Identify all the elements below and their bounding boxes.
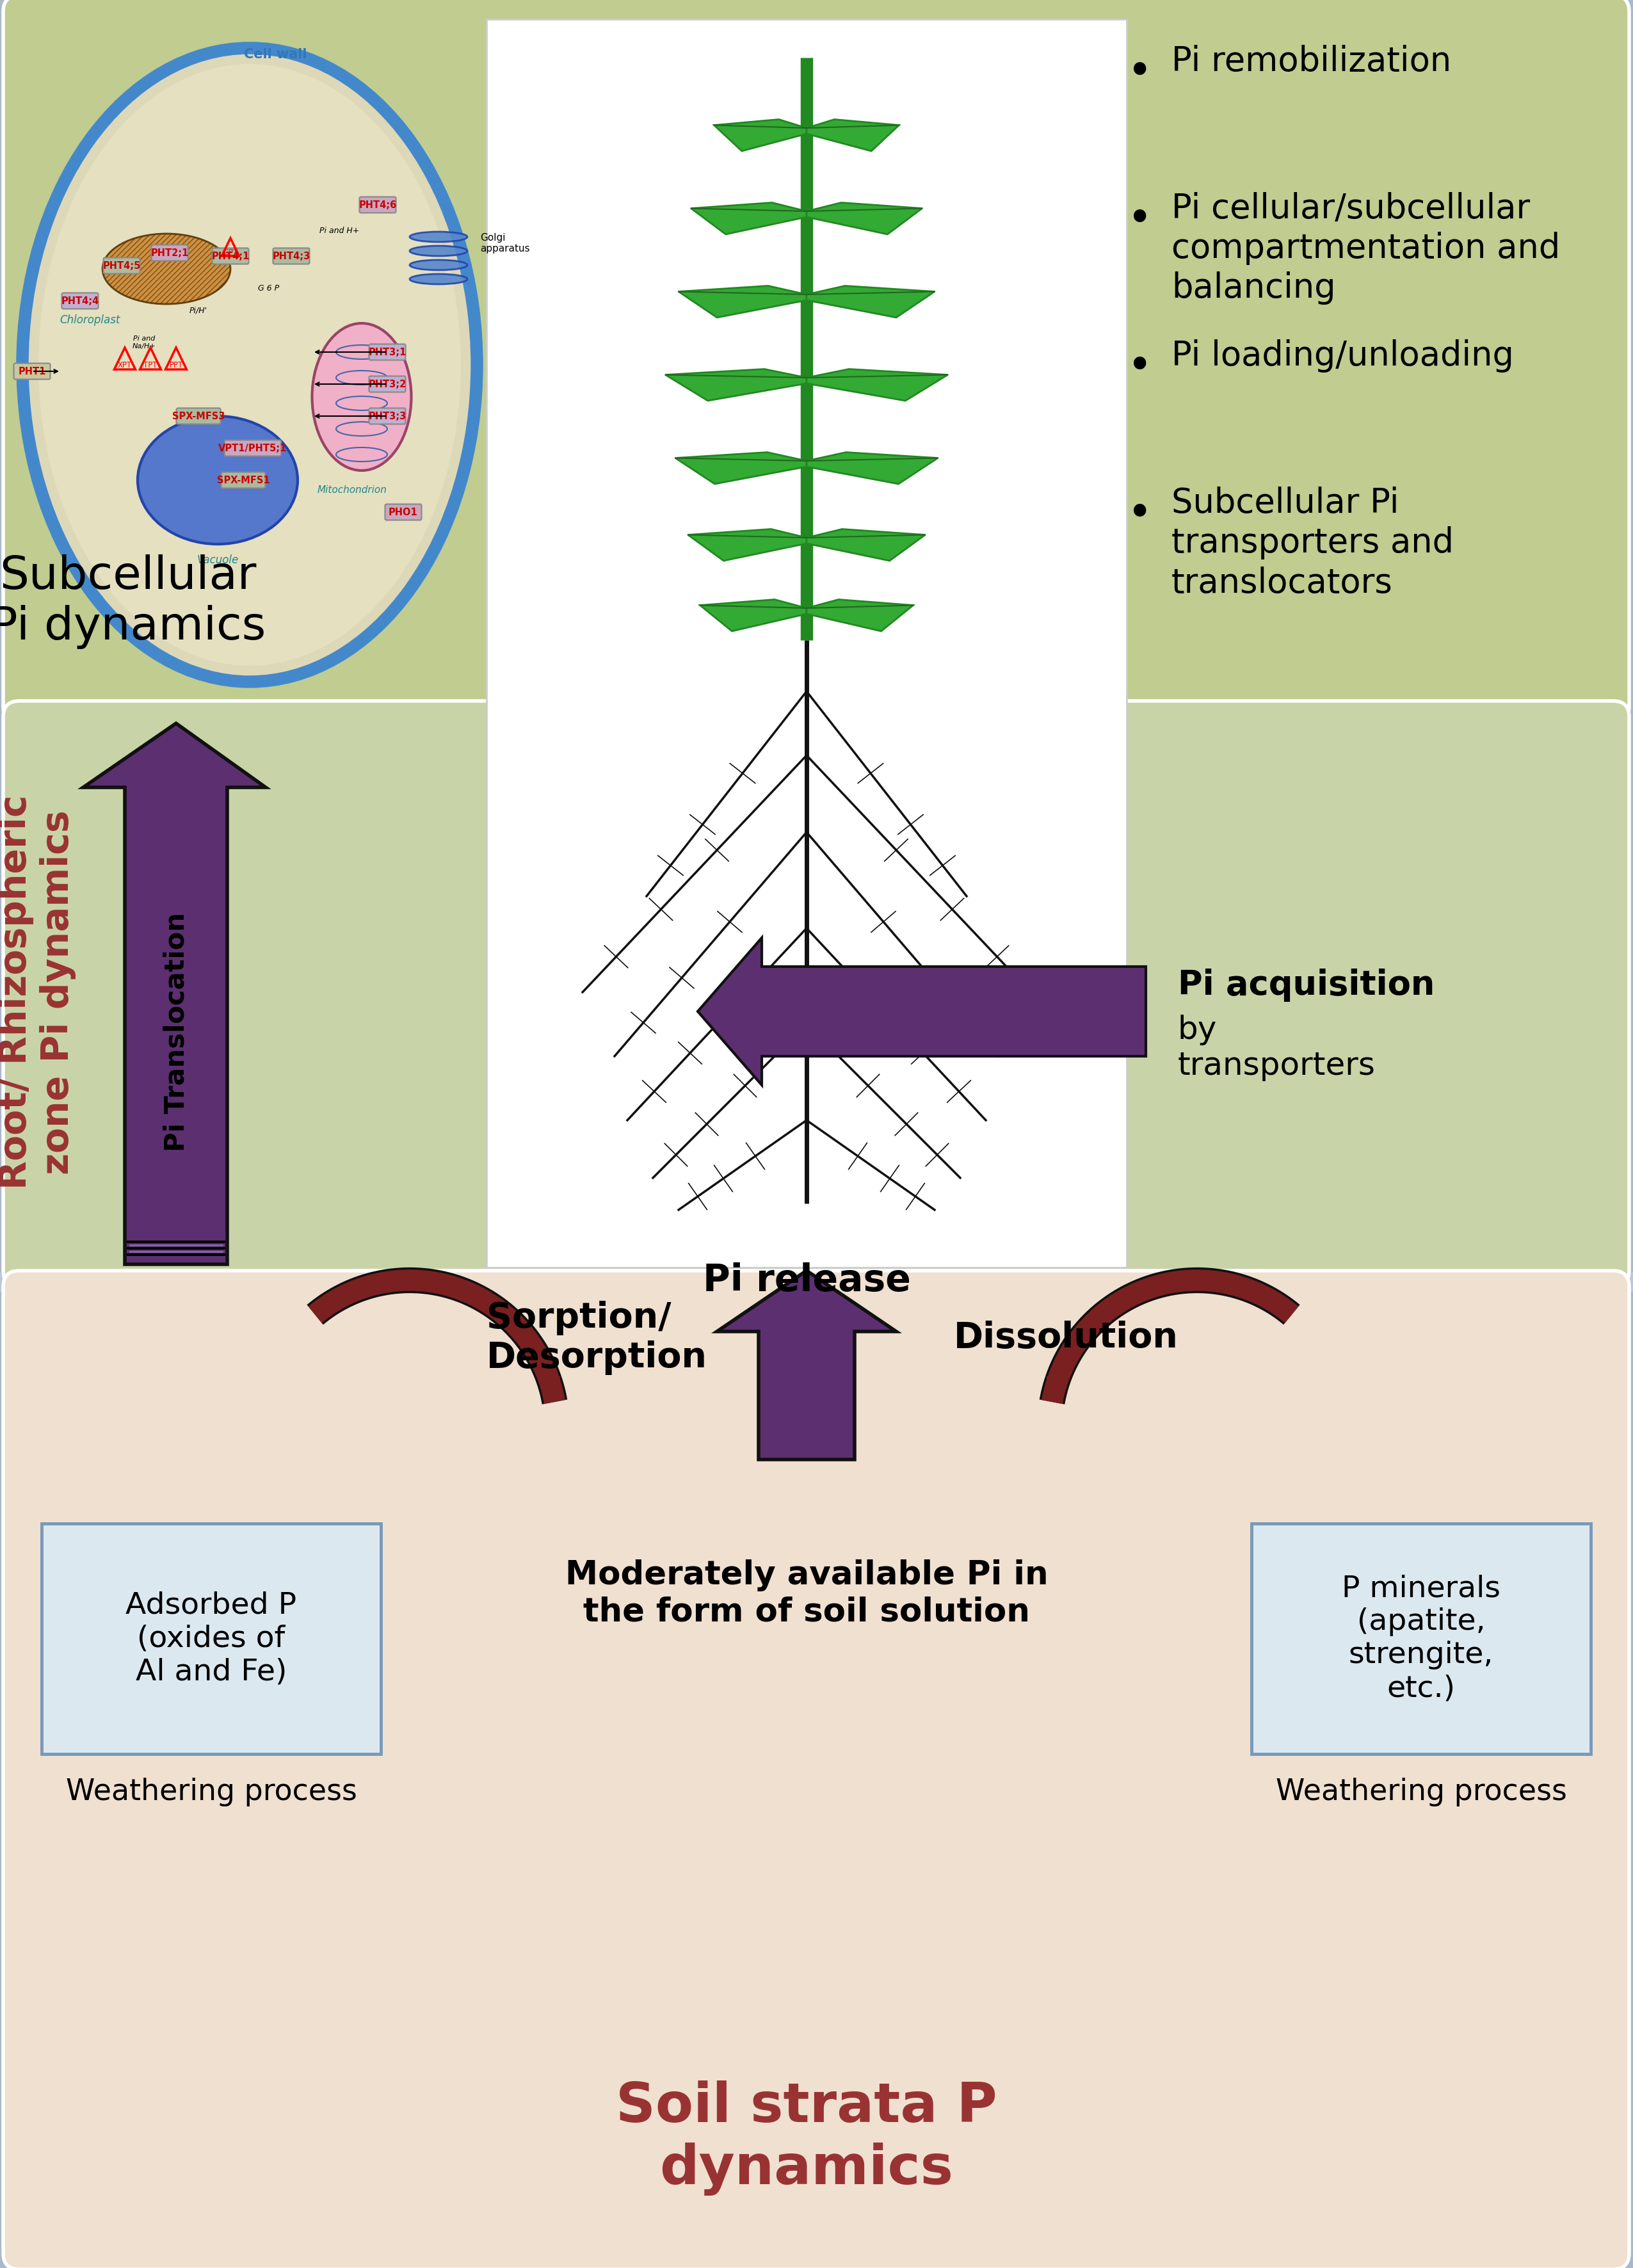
Text: Mitochondrion: Mitochondrion [317, 485, 387, 494]
Text: Vacuole: Vacuole [196, 553, 238, 567]
Polygon shape [717, 1270, 897, 1461]
Text: Golgi
apparatus: Golgi apparatus [480, 234, 529, 254]
Text: Cell wall: Cell wall [243, 48, 307, 61]
Text: TPT: TPT [144, 361, 157, 370]
Text: PHT1: PHT1 [18, 367, 46, 376]
Text: •: • [1127, 492, 1153, 535]
Text: Pi acquisition: Pi acquisition [1177, 968, 1435, 1002]
Text: PHT2;1: PHT2;1 [150, 249, 189, 259]
FancyBboxPatch shape [385, 503, 421, 519]
FancyBboxPatch shape [13, 363, 51, 379]
Text: •: • [1127, 52, 1153, 93]
FancyBboxPatch shape [487, 18, 1127, 1268]
Text: PPT: PPT [170, 361, 183, 370]
Text: SPX-MFS1: SPX-MFS1 [217, 476, 269, 485]
Polygon shape [676, 451, 807, 483]
Text: Pi remobilization: Pi remobilization [1171, 45, 1452, 77]
Polygon shape [807, 120, 900, 152]
FancyBboxPatch shape [3, 1270, 1630, 2268]
FancyBboxPatch shape [62, 293, 98, 308]
FancyBboxPatch shape [41, 1524, 380, 1753]
FancyBboxPatch shape [176, 408, 220, 424]
Ellipse shape [137, 415, 297, 544]
FancyBboxPatch shape [369, 345, 405, 361]
Polygon shape [691, 202, 807, 234]
Text: Weathering process: Weathering process [65, 1778, 358, 1808]
Text: Subcellular Pi
transporters and
translocators: Subcellular Pi transporters and transloc… [1171, 488, 1453, 599]
Text: PHT4;6: PHT4;6 [359, 200, 397, 211]
FancyBboxPatch shape [224, 440, 281, 456]
Polygon shape [697, 937, 1146, 1084]
FancyBboxPatch shape [273, 247, 310, 263]
Text: Root/ Rhizospheric
zone Pi dynamics: Root/ Rhizospheric zone Pi dynamics [0, 794, 77, 1188]
FancyBboxPatch shape [212, 247, 248, 263]
Polygon shape [807, 599, 913, 631]
Ellipse shape [23, 48, 477, 683]
FancyBboxPatch shape [220, 472, 265, 488]
Polygon shape [807, 286, 934, 318]
Text: Dissolution: Dissolution [954, 1320, 1179, 1356]
Text: Adsorbed P
(oxides of
Al and Fe): Adsorbed P (oxides of Al and Fe) [126, 1592, 297, 1687]
FancyBboxPatch shape [103, 259, 140, 274]
Polygon shape [807, 528, 926, 560]
FancyBboxPatch shape [1251, 1524, 1591, 1753]
Ellipse shape [410, 261, 467, 270]
Text: Pi and H+: Pi and H+ [320, 227, 359, 234]
Text: PHT4;3: PHT4;3 [273, 252, 310, 261]
Text: Pi cellular/subcellular
compartmentation and
balancing: Pi cellular/subcellular compartmentation… [1171, 193, 1560, 304]
Text: •: • [1127, 345, 1153, 388]
Text: Chloroplast: Chloroplast [59, 315, 119, 327]
Text: Pi Translocation: Pi Translocation [163, 912, 189, 1152]
Text: Pi release: Pi release [702, 1261, 911, 1300]
Polygon shape [665, 370, 807, 401]
Text: PHT4;5: PHT4;5 [103, 261, 140, 270]
Polygon shape [807, 202, 923, 234]
Ellipse shape [410, 231, 467, 243]
Polygon shape [701, 599, 807, 631]
Text: Weathering process: Weathering process [1275, 1778, 1566, 1808]
Text: GPT: GPT [224, 249, 238, 256]
Text: PHO1: PHO1 [389, 508, 418, 517]
Text: XPT: XPT [118, 361, 132, 370]
Text: by
transporters: by transporters [1177, 1014, 1375, 1082]
Text: PHT3;2: PHT3;2 [369, 379, 407, 390]
Text: P minerals
(apatite,
strengite,
etc.): P minerals (apatite, strengite, etc.) [1342, 1574, 1501, 1703]
Text: Sorption/
Desorption: Sorption/ Desorption [487, 1300, 707, 1374]
Ellipse shape [410, 274, 467, 284]
FancyBboxPatch shape [359, 197, 395, 213]
FancyBboxPatch shape [369, 376, 405, 392]
Ellipse shape [312, 324, 412, 469]
FancyBboxPatch shape [152, 245, 188, 261]
Ellipse shape [39, 64, 461, 667]
Text: G 6 P: G 6 P [258, 284, 279, 293]
FancyBboxPatch shape [0, 1272, 1633, 1293]
Polygon shape [687, 528, 807, 560]
Polygon shape [679, 286, 807, 318]
Text: Soil strata P
dynamics: Soil strata P dynamics [616, 2080, 998, 2195]
Text: •: • [1127, 197, 1153, 240]
Text: Pi loading/unloading: Pi loading/unloading [1171, 340, 1514, 372]
Text: Moderately available Pi in
the form of soil solution: Moderately available Pi in the form of s… [565, 1560, 1048, 1628]
Text: PHT3;3: PHT3;3 [369, 411, 407, 422]
Text: PHT4;4: PHT4;4 [60, 297, 100, 306]
Polygon shape [807, 451, 937, 483]
Ellipse shape [103, 234, 230, 304]
Text: PHT4;1: PHT4;1 [211, 252, 250, 261]
FancyBboxPatch shape [3, 0, 1630, 723]
Ellipse shape [410, 245, 467, 256]
Text: VPT1/PHT5;1: VPT1/PHT5;1 [219, 445, 287, 454]
Polygon shape [807, 370, 947, 401]
Text: Pi and
Na/H+: Pi and Na/H+ [132, 336, 155, 349]
Polygon shape [83, 723, 266, 1263]
Text: Subcellular
Pi dynamics: Subcellular Pi dynamics [0, 553, 266, 649]
Text: PHT3;1: PHT3;1 [369, 347, 407, 356]
FancyBboxPatch shape [3, 701, 1630, 1286]
Text: Pi/H': Pi/H' [189, 306, 207, 315]
Text: SPX-MFS3: SPX-MFS3 [171, 411, 225, 422]
Polygon shape [714, 120, 807, 152]
FancyBboxPatch shape [369, 408, 405, 424]
